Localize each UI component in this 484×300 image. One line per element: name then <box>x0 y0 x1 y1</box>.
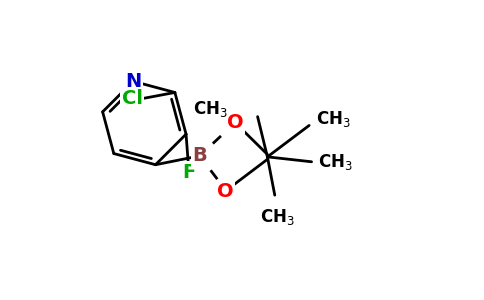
Text: O: O <box>227 113 243 132</box>
Text: CH$_3$: CH$_3$ <box>194 99 228 119</box>
Text: F: F <box>182 163 195 182</box>
Text: B: B <box>192 146 207 165</box>
Text: O: O <box>217 182 233 201</box>
Text: CH$_3$: CH$_3$ <box>316 109 350 129</box>
Text: CH$_3$: CH$_3$ <box>260 207 295 227</box>
Text: N: N <box>125 72 141 91</box>
Text: Cl: Cl <box>121 89 143 108</box>
Text: CH$_3$: CH$_3$ <box>318 152 353 172</box>
